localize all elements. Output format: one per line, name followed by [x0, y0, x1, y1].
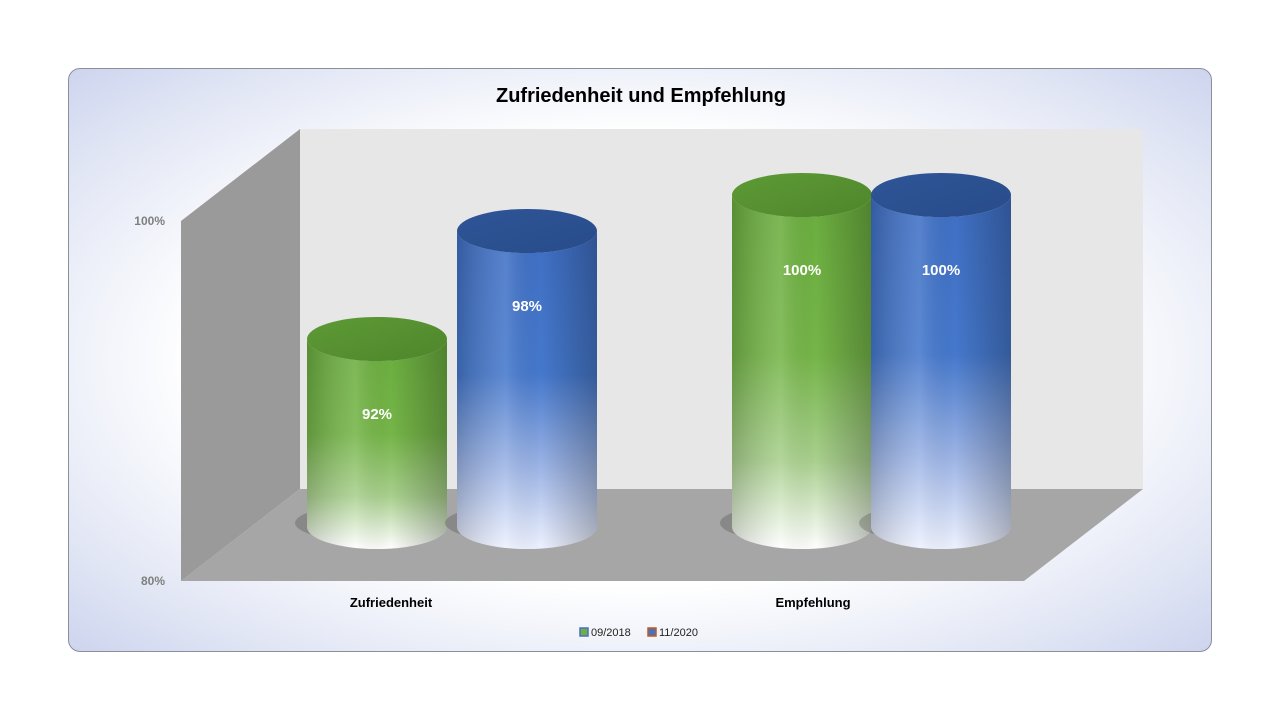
bar-top	[871, 173, 1011, 217]
bar-empfehlung-09-2018: 100%	[720, 173, 872, 549]
data-label-zufriedenheit-09-2018: 92%	[362, 406, 392, 423]
data-label-empfehlung-11-2020: 100%	[922, 262, 960, 279]
bar-top	[457, 209, 597, 253]
data-label-zufriedenheit-11-2020: 98%	[512, 298, 542, 315]
bars-group: 92% 98% 100% 100%	[295, 173, 1011, 549]
legend-swatch-11-2020	[647, 627, 657, 637]
legend: 09/2018 11/2020	[579, 627, 698, 639]
chart-frame: Zufriedenheit und Empfehlung 100% 80% 92…	[68, 68, 1212, 652]
category-label-zufriedenheit: Zufriedenheit	[350, 595, 433, 610]
data-label-empfehlung-09-2018: 100%	[783, 262, 821, 279]
bar-top	[307, 317, 447, 361]
bar-body-shading	[871, 195, 1011, 549]
bar-body-shading	[457, 231, 597, 549]
y-tick-100: 100%	[134, 214, 165, 228]
bar-top	[732, 173, 872, 217]
side-wall	[181, 129, 300, 581]
bar-empfehlung-11-2020: 100%	[859, 173, 1011, 549]
bar-zufriedenheit-11-2020: 98%	[445, 209, 597, 549]
legend-swatch-09-2018	[579, 627, 589, 637]
legend-label-09-2018: 09/2018	[591, 627, 631, 639]
chart-title: Zufriedenheit und Empfehlung	[496, 85, 786, 107]
bar-body-shading	[307, 339, 447, 549]
legend-label-11-2020: 11/2020	[659, 627, 698, 639]
bar-zufriedenheit-09-2018: 92%	[295, 317, 447, 549]
bar-body-shading	[732, 195, 872, 549]
y-tick-80: 80%	[141, 574, 165, 588]
chart-svg: Zufriedenheit und Empfehlung 100% 80% 92…	[134, 85, 1143, 639]
category-label-empfehlung: Empfehlung	[775, 595, 850, 610]
